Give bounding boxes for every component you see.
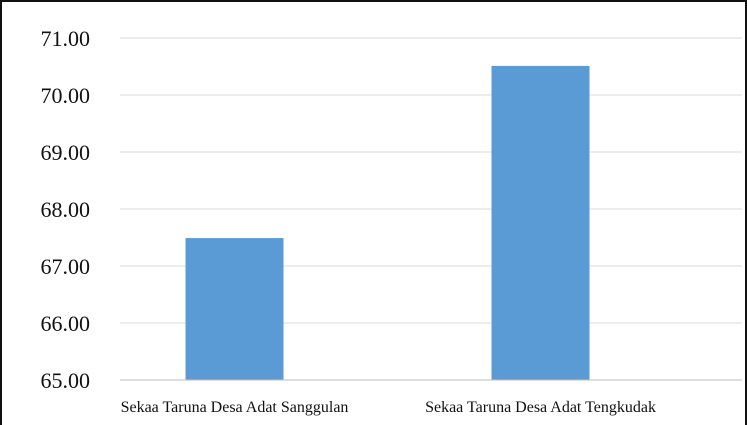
- x-category-label: Sekaa Taruna Desa Adat Tengkudak: [425, 399, 656, 416]
- bars: [185, 65, 590, 381]
- bar-1: [185, 238, 284, 380]
- x-category-label: Sekaa Taruna Desa Adat Sanggulan: [121, 399, 349, 416]
- y-tick-label: 65.00: [41, 368, 91, 393]
- y-tick-label: 71.00: [41, 26, 91, 51]
- y-tick-label: 69.00: [41, 140, 91, 165]
- bar-2: [491, 65, 590, 381]
- y-tick-label: 68.00: [41, 197, 91, 222]
- y-axis-ticks: 65.00 66.00 67.00 68.00 69.00 70.00 71.00: [41, 26, 91, 393]
- y-tick-label: 66.00: [41, 311, 91, 336]
- y-tick-label: 67.00: [41, 254, 91, 279]
- y-tick-label: 70.00: [41, 83, 91, 108]
- x-axis-categories: Sekaa Taruna Desa Adat Sanggulan Sekaa Ta…: [121, 399, 656, 416]
